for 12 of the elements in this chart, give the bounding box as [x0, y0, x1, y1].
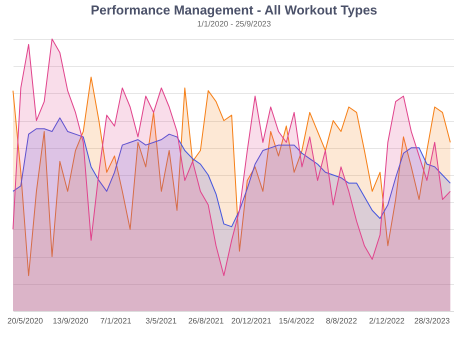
x-tick-label: 26/8/2021	[188, 316, 224, 326]
x-tick-label: 13/9/2020	[52, 316, 89, 326]
x-tick-label: 20/5/2020	[7, 316, 44, 326]
chart-subtitle: 1/1/2020 - 25/9/2023	[197, 20, 272, 28]
x-tick-label: 7/1/2021	[100, 316, 132, 326]
x-tick-label: 8/8/2022	[326, 316, 358, 326]
x-tick-label: 2/12/2022	[368, 316, 406, 326]
x-tick-label: 28/3/2023	[414, 316, 450, 326]
x-tick-label: 15/4/2022	[278, 316, 315, 326]
chart-title: Performance Management - All Workout Types	[90, 2, 378, 18]
x-tick-label: 3/5/2021	[146, 316, 178, 326]
x-tick-label: 20/12/2021	[231, 316, 272, 326]
